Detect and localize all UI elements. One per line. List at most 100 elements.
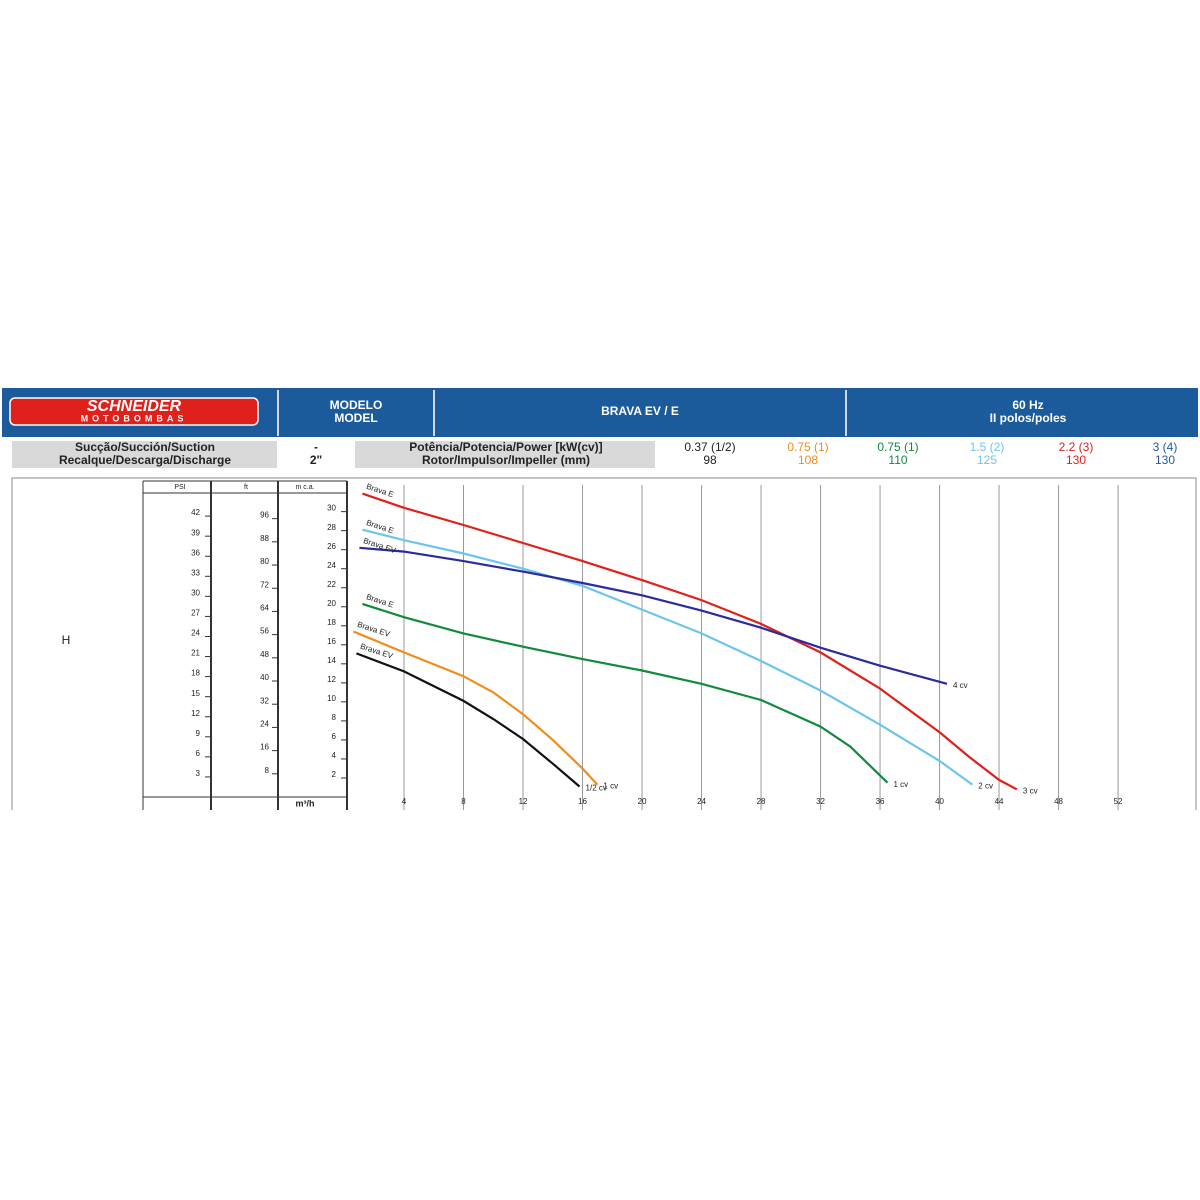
y-tick-label: 2 xyxy=(332,770,337,779)
axis-columns xyxy=(142,480,348,810)
axis-title: m c.a. xyxy=(295,484,314,491)
y-tick-label: 88 xyxy=(260,534,269,543)
y-tick-label: 15 xyxy=(191,689,200,698)
y-tick-label: 27 xyxy=(191,609,200,618)
y-tick-label: 40 xyxy=(260,673,269,682)
curve-end-label: 3 cv xyxy=(1023,786,1038,795)
y-tick-label: 32 xyxy=(260,696,269,705)
x-tick-label: 36 xyxy=(876,797,885,806)
x-tick-label: 48 xyxy=(1054,797,1063,806)
curve xyxy=(359,546,948,685)
y-tick-label: 14 xyxy=(327,656,336,665)
chart-frame xyxy=(11,477,1197,810)
y-label: H xyxy=(62,633,71,647)
table-cell: 108 xyxy=(798,453,818,467)
y-tick-label: 30 xyxy=(327,504,336,513)
poles: II polos/poles xyxy=(990,411,1067,425)
table-cell: 98 xyxy=(703,453,717,467)
table-cell: Recalque/Descarga/Discharge xyxy=(59,453,231,467)
model-name: BRAVA EV / E xyxy=(601,404,679,418)
table-cell: 125 xyxy=(977,453,997,467)
curve xyxy=(362,602,889,784)
axis-title: PSI xyxy=(174,484,185,491)
y-tick-label: 4 xyxy=(332,751,337,760)
x-tick-label: 8 xyxy=(461,797,466,806)
y-tick-label: 22 xyxy=(327,580,336,589)
x-tick-label: 24 xyxy=(697,797,706,806)
y-tick-label: 6 xyxy=(196,749,201,758)
y-tick-label: 16 xyxy=(260,743,269,752)
curve-end-label: 1 cv xyxy=(893,780,908,789)
y-tick-label: 24 xyxy=(260,720,269,729)
x-tick-label: 40 xyxy=(935,797,944,806)
y-tick-label: 56 xyxy=(260,627,269,636)
y-tick-label: 18 xyxy=(327,618,336,627)
x-tick-label: 20 xyxy=(638,797,647,806)
y-tick-label: 8 xyxy=(332,713,337,722)
table-cell: Potência/Potencia/Power [kW(cv)] xyxy=(409,440,602,454)
model-label: MODEL xyxy=(334,411,377,425)
y-tick-label: 39 xyxy=(191,528,200,537)
y-tick-label: 12 xyxy=(327,675,336,684)
table-cell: 0.75 (1) xyxy=(787,440,828,454)
table-cell: 0.75 (1) xyxy=(877,440,918,454)
y-tick-label: 21 xyxy=(191,649,200,658)
curve xyxy=(356,652,581,788)
y-tick-label: 6 xyxy=(332,732,337,741)
y-tick-label: 42 xyxy=(191,508,200,517)
x-label: m³/h xyxy=(296,798,315,808)
label-cell xyxy=(355,441,655,468)
y-tick-label: 8 xyxy=(265,766,270,775)
curve xyxy=(352,630,599,786)
curve-end-label: 1 cv xyxy=(603,782,618,791)
curve-end-label: 2 cv xyxy=(978,782,993,791)
curve xyxy=(362,492,1018,791)
table-cell: 0.37 (1/2) xyxy=(684,440,735,454)
y-tick-label: 30 xyxy=(191,588,200,597)
table-cell: 130 xyxy=(1155,453,1175,467)
y-tick-label: 64 xyxy=(260,604,269,613)
curve xyxy=(362,528,973,786)
y-tick-label: 12 xyxy=(191,709,200,718)
y-tick-label: 18 xyxy=(191,669,200,678)
logo-text: SCHNEIDER xyxy=(87,398,182,415)
table-cell: 2" xyxy=(310,453,322,467)
table-cell: 3 (4) xyxy=(1153,440,1178,454)
x-tick-label: 32 xyxy=(816,797,825,806)
table-cell: - xyxy=(314,440,318,454)
table-cell: 130 xyxy=(1066,453,1086,467)
y-tick-label: 24 xyxy=(191,629,200,638)
curve-end-label: 4 cv xyxy=(953,681,968,690)
x-tick-label: 28 xyxy=(757,797,766,806)
table-cell: 2.2 (3) xyxy=(1059,440,1094,454)
x-tick-label: 16 xyxy=(578,797,587,806)
logo xyxy=(9,397,259,426)
y-tick-label: 96 xyxy=(260,511,269,520)
x-tick-label: 12 xyxy=(519,797,528,806)
y-tick-label: 80 xyxy=(260,557,269,566)
y-tick-label: 16 xyxy=(327,637,336,646)
label-cell xyxy=(12,441,277,468)
model-label: MODELO xyxy=(330,398,383,412)
logo-subtext: MOTOBOMBAS xyxy=(81,413,188,423)
table-cell: Rotor/Impulsor/Impeller (mm) xyxy=(422,453,590,467)
y-tick-label: 24 xyxy=(327,561,336,570)
x-tick-label: 4 xyxy=(402,797,407,806)
table-cell: Sucção/Succión/Suction xyxy=(75,440,215,454)
y-tick-label: 9 xyxy=(196,729,201,738)
y-tick-label: 10 xyxy=(327,694,336,703)
y-tick-label: 28 xyxy=(327,523,336,532)
axis-title: ft xyxy=(244,484,248,491)
x-tick-label: 52 xyxy=(1114,797,1123,806)
y-tick-label: 33 xyxy=(191,568,200,577)
table-cell: 1.5 (2) xyxy=(970,440,1005,454)
y-tick-label: 48 xyxy=(260,650,269,659)
y-tick-label: 36 xyxy=(191,548,200,557)
table-cell: 110 xyxy=(888,453,907,467)
y-tick-label: 20 xyxy=(327,599,336,608)
y-tick-label: 26 xyxy=(327,542,336,551)
curve-end-label: 1/2 cv xyxy=(586,784,607,793)
y-tick-label: 72 xyxy=(260,580,269,589)
